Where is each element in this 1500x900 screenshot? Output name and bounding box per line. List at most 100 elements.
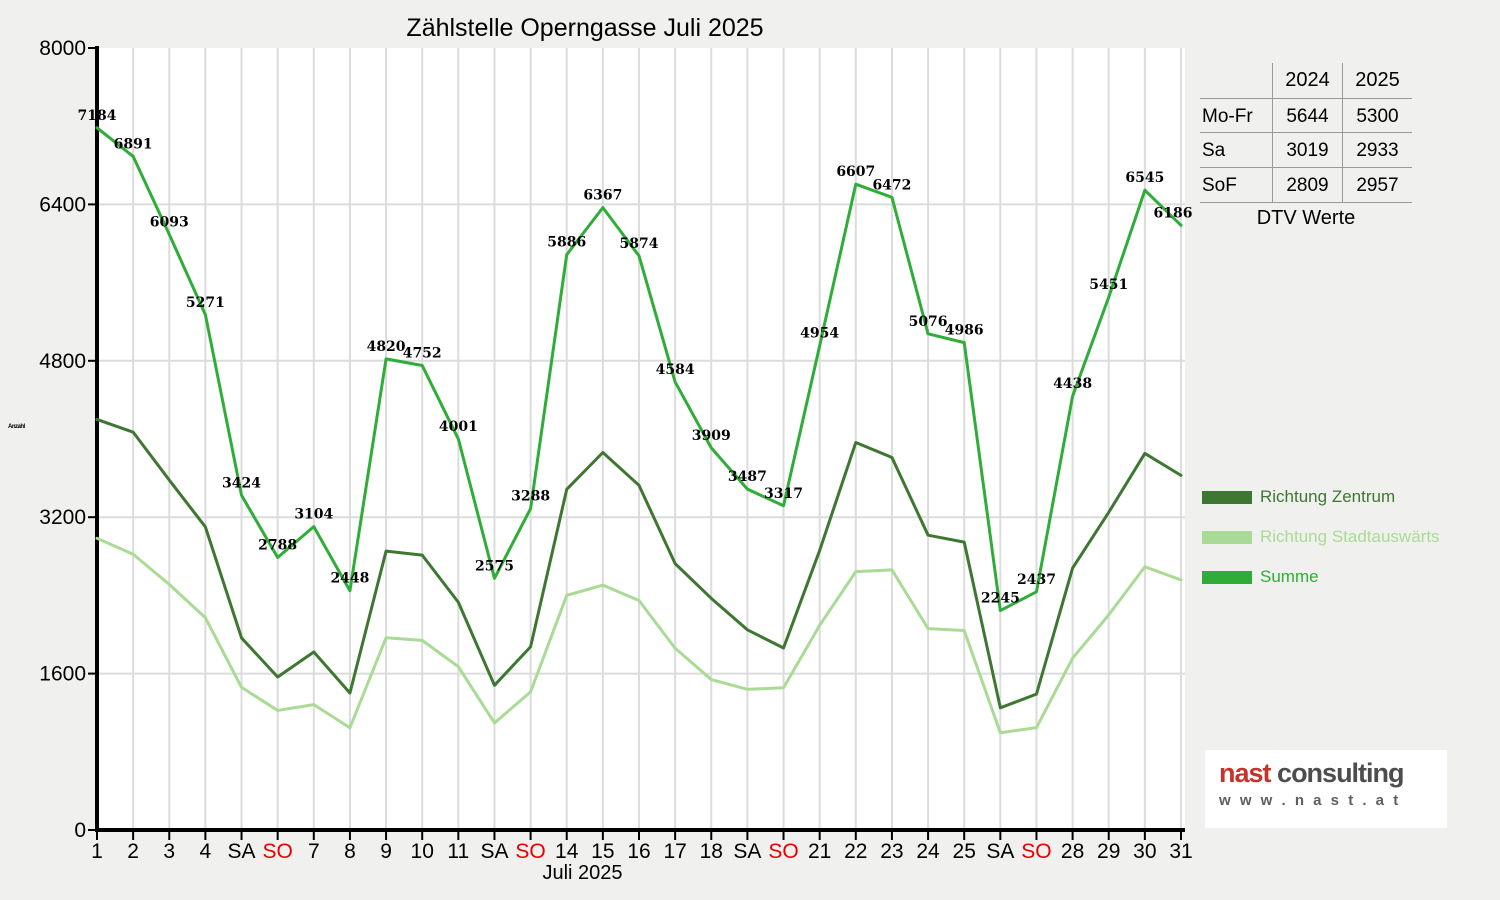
x-tick-label: 29 bbox=[1097, 840, 1120, 863]
data-point-label: 6472 bbox=[872, 177, 911, 193]
data-point-label: 4954 bbox=[800, 326, 839, 342]
legend-swatch-stadtauswaerts-icon bbox=[1202, 530, 1252, 544]
logo-brand-red: nast bbox=[1219, 758, 1272, 788]
legend-item-richtung-zentrum: Richtung Zentrum bbox=[1202, 487, 1440, 506]
data-point-label: 4820 bbox=[367, 339, 406, 355]
dtv-sof-2024: 2809 bbox=[1272, 168, 1342, 203]
x-tick-label: SA bbox=[986, 840, 1014, 863]
legend-swatch-zentrum-icon bbox=[1202, 490, 1252, 504]
x-tick-label: 15 bbox=[591, 840, 614, 863]
dtv-sa-2024: 3019 bbox=[1272, 133, 1342, 168]
data-point-label: 4752 bbox=[403, 345, 442, 361]
x-tick-label: 24 bbox=[916, 840, 940, 863]
data-point-label: 2788 bbox=[258, 537, 297, 553]
data-point-label: 6891 bbox=[114, 136, 153, 152]
x-tick-label: 11 bbox=[447, 840, 469, 863]
legend-swatch-summe-icon bbox=[1202, 570, 1252, 584]
data-point-label: 6093 bbox=[150, 214, 189, 230]
x-tick-label: 14 bbox=[555, 840, 579, 863]
data-point-label: 2448 bbox=[330, 571, 369, 587]
data-point-label: 5451 bbox=[1089, 277, 1128, 293]
y-tick-label: 8000 bbox=[39, 37, 86, 60]
x-tick-label: 21 bbox=[808, 840, 831, 863]
data-point-label: 3424 bbox=[222, 475, 261, 491]
x-tick-label: 18 bbox=[700, 840, 723, 863]
x-tick-label: 4 bbox=[200, 840, 212, 863]
nast-consulting-logo: nast consulting w w w . n a s t . a t bbox=[1205, 750, 1447, 828]
x-tick-label: SO bbox=[768, 840, 798, 863]
x-tick-label: SO bbox=[1021, 840, 1051, 863]
data-point-label: 6545 bbox=[1125, 170, 1164, 186]
legend-item-richtung-stadtauswaerts: Richtung Stadtauswärts bbox=[1202, 527, 1440, 546]
data-point-label: 3288 bbox=[511, 489, 550, 505]
logo-wordmark: nast consulting bbox=[1219, 758, 1447, 788]
legend-item-summe: Summe bbox=[1202, 567, 1440, 586]
dtv-sof-2025: 2957 bbox=[1342, 168, 1412, 203]
data-point-label: 6607 bbox=[836, 164, 875, 180]
chart-legend: Richtung Zentrum Richtung Stadtauswärts … bbox=[1202, 487, 1440, 609]
x-tick-label: 3 bbox=[163, 840, 175, 863]
y-tick-label: 3200 bbox=[39, 506, 86, 529]
x-tick-label: 1 bbox=[91, 840, 103, 863]
y-tick-label: 6400 bbox=[39, 193, 86, 216]
x-tick-label: 22 bbox=[844, 840, 867, 863]
data-point-label: 6367 bbox=[583, 188, 622, 204]
x-tick-label: 7 bbox=[308, 840, 320, 863]
dtv-header-2025: 2025 bbox=[1342, 63, 1412, 98]
dtv-corner-cell bbox=[1200, 63, 1272, 98]
data-point-label: 3487 bbox=[728, 469, 767, 485]
x-tick-label: SO bbox=[262, 840, 292, 863]
x-tick-label: SA bbox=[733, 840, 761, 863]
dtv-row-label-sa: Sa bbox=[1200, 133, 1272, 168]
data-point-label: 2437 bbox=[1017, 572, 1056, 588]
data-point-label: 4986 bbox=[945, 323, 984, 339]
x-tick-label: 2 bbox=[127, 840, 139, 863]
plot-area bbox=[97, 48, 1185, 830]
x-axis-title: Juli 2025 bbox=[542, 862, 623, 884]
data-point-label: 6186 bbox=[1154, 205, 1193, 221]
x-tick-label: 23 bbox=[880, 840, 903, 863]
dtv-row-label-sof: SoF bbox=[1200, 168, 1272, 203]
dtv-row-label-mofr: Mo-Fr bbox=[1200, 98, 1272, 133]
x-tick-label: 31 bbox=[1169, 840, 1192, 863]
data-point-label: 4584 bbox=[656, 362, 695, 378]
x-tick-label: 30 bbox=[1133, 840, 1156, 863]
x-tick-label: 9 bbox=[380, 840, 392, 863]
x-tick-label: SO bbox=[515, 840, 545, 863]
data-point-label: 5271 bbox=[186, 295, 225, 311]
data-point-label: 7184 bbox=[78, 108, 117, 124]
data-point-label: 5076 bbox=[909, 314, 948, 330]
y-tick-label: 0 bbox=[74, 819, 86, 842]
series-line-summe bbox=[95, 126, 1183, 613]
x-tick-label: 8 bbox=[344, 840, 356, 863]
y-axis-label: Anzahl bbox=[8, 424, 25, 430]
data-point-label: 3104 bbox=[294, 507, 333, 523]
x-tick-label: 28 bbox=[1061, 840, 1084, 863]
dtv-table: 2024 2025 Mo-Fr 5644 5300 Sa 3019 2933 S… bbox=[1200, 63, 1412, 230]
legend-label-stadtauswaerts: Richtung Stadtauswärts bbox=[1260, 527, 1440, 546]
y-tick-label: 4800 bbox=[39, 350, 86, 373]
logo-url-text: w w w . n a s t . a t bbox=[1219, 792, 1401, 809]
data-point-label: 4001 bbox=[439, 419, 478, 435]
data-point-label: 5874 bbox=[620, 236, 659, 252]
data-point-label: 3317 bbox=[764, 486, 803, 502]
x-tick-label: 25 bbox=[953, 840, 976, 863]
legend-label-summe: Summe bbox=[1260, 567, 1319, 586]
x-tick-label: SA bbox=[228, 840, 256, 863]
data-point-label: 2575 bbox=[475, 558, 514, 574]
dtv-header-2024: 2024 bbox=[1272, 63, 1342, 98]
data-point-label: 4438 bbox=[1053, 376, 1092, 392]
x-tick-label: 10 bbox=[411, 840, 434, 863]
logo-brand-gray-text: consulting bbox=[1277, 758, 1404, 788]
x-tick-label: 16 bbox=[627, 840, 650, 863]
data-point-label: 2245 bbox=[981, 591, 1020, 607]
dtv-sa-2025: 2933 bbox=[1342, 133, 1412, 168]
data-point-label: 5886 bbox=[547, 235, 586, 251]
dtv-mofr-2024: 5644 bbox=[1272, 98, 1342, 133]
dtv-mofr-2025: 5300 bbox=[1342, 98, 1412, 133]
chart-title: Zählstelle Operngasse Juli 2025 bbox=[406, 14, 764, 42]
dtv-caption: DTV Werte bbox=[1256, 207, 1356, 229]
data-point-label: 3909 bbox=[692, 428, 731, 444]
